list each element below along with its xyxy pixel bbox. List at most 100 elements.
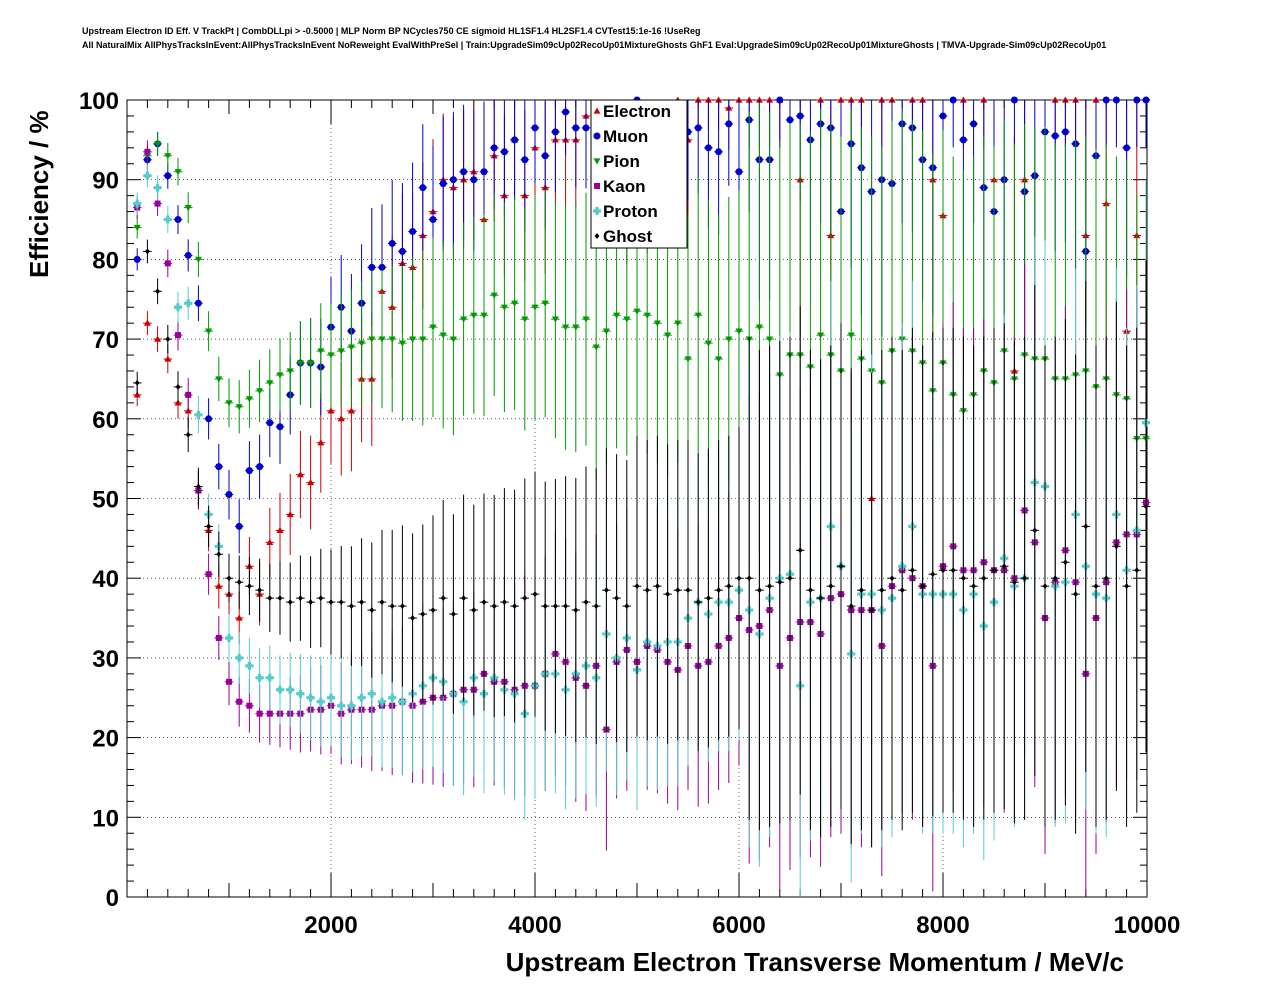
data-point bbox=[847, 332, 855, 339]
series-kaon bbox=[132, 140, 1151, 897]
data-point bbox=[358, 340, 366, 347]
data-point bbox=[439, 180, 447, 188]
data-point bbox=[797, 547, 803, 554]
y-tick-label: 0 bbox=[106, 885, 119, 912]
data-point bbox=[164, 153, 172, 160]
data-points bbox=[132, 96, 1151, 897]
data-point bbox=[808, 587, 813, 594]
data-point bbox=[1142, 96, 1150, 104]
data-point bbox=[521, 156, 529, 164]
data-point bbox=[337, 348, 345, 355]
data-point bbox=[694, 312, 702, 319]
data-point bbox=[153, 183, 162, 192]
legend-marker-ghost bbox=[594, 233, 600, 239]
data-point bbox=[1092, 96, 1100, 103]
series-proton bbox=[132, 164, 1151, 897]
data-point bbox=[327, 352, 335, 359]
legend-marker-pion bbox=[593, 158, 601, 165]
data-point bbox=[419, 336, 427, 343]
data-point bbox=[133, 224, 141, 232]
data-point bbox=[308, 599, 313, 606]
y-tick-label: 40 bbox=[92, 566, 119, 593]
data-point bbox=[184, 204, 192, 212]
legend-label-proton: Proton bbox=[603, 202, 658, 221]
x-tick-label: 10000 bbox=[1114, 912, 1181, 939]
data-point bbox=[817, 332, 825, 339]
data-point bbox=[298, 595, 303, 602]
data-point bbox=[440, 595, 446, 602]
series-ghost bbox=[132, 239, 1151, 848]
data-point bbox=[307, 360, 315, 367]
data-point bbox=[1093, 583, 1099, 590]
data-point bbox=[613, 312, 621, 319]
data-point bbox=[624, 603, 630, 610]
data-point bbox=[735, 328, 743, 335]
chart-title-line-2: All NaturalMix AllPhysTracksInEvent:AllP… bbox=[82, 40, 1107, 50]
data-point bbox=[1103, 575, 1109, 582]
data-point bbox=[1123, 144, 1131, 152]
data-point bbox=[980, 96, 988, 103]
data-point bbox=[287, 599, 293, 606]
y-tick-label: 20 bbox=[92, 726, 119, 753]
data-point bbox=[623, 316, 631, 323]
data-point bbox=[316, 697, 325, 706]
data-point bbox=[205, 415, 213, 423]
data-point bbox=[847, 96, 855, 103]
data-point bbox=[286, 368, 294, 375]
data-point bbox=[318, 595, 324, 602]
data-point bbox=[1051, 132, 1059, 140]
data-point bbox=[236, 698, 243, 705]
data-point bbox=[359, 599, 364, 606]
data-point bbox=[491, 603, 497, 610]
data-point bbox=[164, 260, 171, 267]
data-point bbox=[1032, 527, 1038, 534]
data-point bbox=[235, 522, 243, 530]
data-point bbox=[307, 479, 315, 486]
data-point bbox=[286, 685, 295, 694]
data-point bbox=[185, 391, 192, 398]
data-point bbox=[920, 583, 925, 590]
data-point bbox=[267, 595, 273, 602]
data-point bbox=[420, 611, 426, 618]
data-point bbox=[817, 96, 825, 103]
data-point bbox=[1073, 591, 1078, 598]
data-point bbox=[981, 575, 987, 582]
y-axis-title: Efficiency / % bbox=[24, 110, 54, 278]
data-point bbox=[562, 324, 570, 331]
data-point bbox=[644, 587, 650, 594]
data-point bbox=[573, 607, 579, 614]
data-point bbox=[1012, 579, 1017, 586]
data-point bbox=[490, 144, 498, 152]
legend-marker-proton bbox=[593, 207, 602, 215]
data-point bbox=[796, 112, 804, 120]
data-point bbox=[961, 575, 966, 582]
data-point bbox=[837, 96, 845, 103]
y-tick-label: 100 bbox=[79, 88, 119, 115]
data-point bbox=[215, 582, 223, 589]
data-point bbox=[818, 595, 823, 602]
y-tick-label: 60 bbox=[92, 407, 119, 434]
data-point bbox=[665, 591, 670, 598]
legend-label-electron: Electron bbox=[603, 102, 671, 121]
data-point bbox=[971, 583, 976, 590]
data-point bbox=[838, 563, 844, 570]
data-point bbox=[551, 316, 559, 323]
data-point bbox=[347, 407, 355, 414]
data-point bbox=[388, 239, 396, 247]
data-point bbox=[449, 336, 457, 343]
data-point bbox=[735, 96, 743, 103]
data-point bbox=[470, 312, 478, 319]
data-point bbox=[245, 396, 253, 403]
x-tick-label: 2000 bbox=[304, 912, 357, 939]
data-point bbox=[398, 340, 406, 347]
data-point bbox=[235, 404, 243, 411]
data-point bbox=[461, 595, 466, 602]
data-point bbox=[296, 689, 305, 698]
data-point bbox=[205, 571, 212, 578]
data-point bbox=[704, 144, 712, 152]
data-point bbox=[400, 603, 405, 610]
data-point bbox=[633, 308, 641, 315]
data-point bbox=[755, 96, 763, 103]
data-point bbox=[1124, 583, 1129, 590]
